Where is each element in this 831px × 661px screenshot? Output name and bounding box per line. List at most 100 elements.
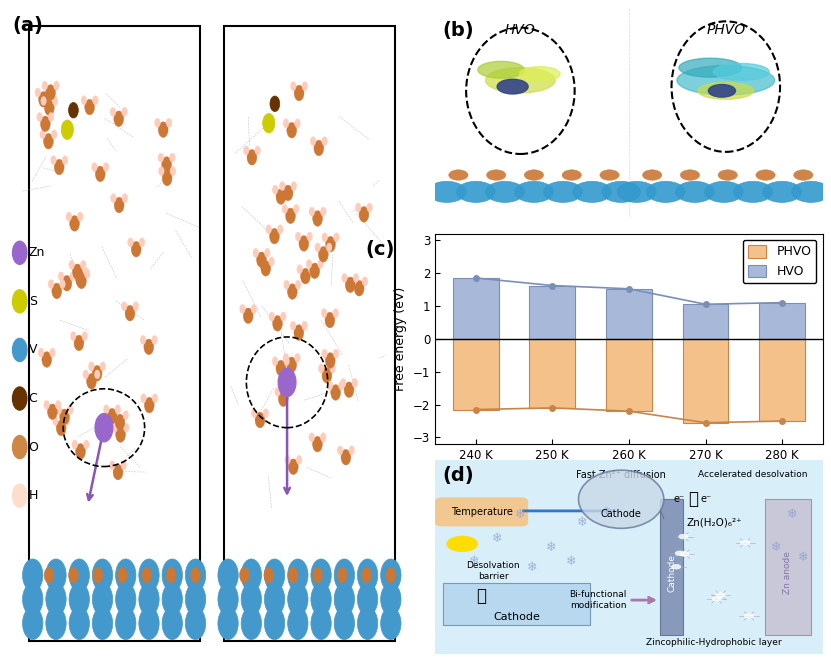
Circle shape [290, 321, 296, 330]
Circle shape [46, 85, 56, 100]
Circle shape [307, 232, 312, 241]
Circle shape [263, 408, 268, 418]
Circle shape [57, 420, 66, 436]
Text: ❄: ❄ [771, 541, 781, 554]
Circle shape [308, 265, 314, 274]
Circle shape [241, 559, 262, 592]
Circle shape [39, 92, 48, 107]
FancyBboxPatch shape [28, 26, 199, 641]
Circle shape [763, 181, 801, 202]
Circle shape [351, 277, 356, 286]
Circle shape [83, 268, 89, 277]
Circle shape [91, 163, 97, 172]
Circle shape [89, 362, 94, 371]
Circle shape [121, 107, 127, 116]
Circle shape [317, 259, 323, 268]
Circle shape [381, 607, 401, 640]
Circle shape [325, 312, 335, 328]
Circle shape [239, 567, 249, 583]
Ellipse shape [713, 63, 770, 80]
Circle shape [112, 423, 118, 432]
Circle shape [162, 607, 183, 640]
Circle shape [264, 567, 273, 583]
Circle shape [295, 232, 301, 241]
Circle shape [131, 241, 141, 257]
Circle shape [680, 552, 689, 557]
Circle shape [273, 315, 283, 331]
Circle shape [322, 137, 327, 145]
Circle shape [116, 607, 136, 640]
Circle shape [72, 264, 82, 280]
Circle shape [322, 368, 332, 383]
Circle shape [283, 357, 289, 366]
Circle shape [72, 268, 77, 277]
Ellipse shape [497, 79, 529, 94]
Circle shape [62, 276, 71, 291]
Circle shape [239, 304, 245, 313]
Circle shape [346, 277, 355, 293]
Circle shape [38, 348, 44, 357]
Circle shape [283, 354, 288, 362]
Circle shape [12, 484, 27, 508]
FancyBboxPatch shape [443, 582, 590, 625]
Circle shape [309, 433, 315, 442]
Text: e⁻: e⁻ [674, 494, 685, 504]
Circle shape [602, 181, 641, 202]
Circle shape [311, 583, 332, 615]
Circle shape [675, 551, 685, 556]
Circle shape [92, 583, 113, 615]
Text: Zn(H₂O)₆²⁺: Zn(H₂O)₆²⁺ [686, 518, 742, 527]
Circle shape [69, 260, 75, 270]
Circle shape [103, 405, 109, 414]
Circle shape [74, 335, 84, 351]
Circle shape [642, 170, 661, 180]
Circle shape [76, 273, 86, 289]
Circle shape [69, 607, 90, 640]
Circle shape [116, 583, 136, 615]
Circle shape [86, 373, 96, 389]
Circle shape [61, 120, 73, 139]
Circle shape [327, 243, 332, 252]
Text: C: C [28, 392, 37, 405]
Circle shape [562, 170, 582, 180]
Circle shape [333, 349, 339, 358]
Circle shape [50, 348, 56, 357]
Circle shape [361, 567, 371, 583]
Circle shape [47, 404, 57, 420]
Circle shape [284, 185, 289, 194]
Bar [682, 304, 729, 339]
Text: ❄: ❄ [786, 508, 797, 522]
Text: Zn: Zn [28, 247, 45, 259]
Text: Accelerated desolvation: Accelerated desolvation [698, 470, 808, 479]
Text: H: H [28, 489, 38, 502]
Circle shape [42, 352, 52, 368]
Circle shape [81, 96, 86, 104]
Text: O: O [28, 441, 38, 453]
Circle shape [142, 567, 151, 583]
Circle shape [56, 405, 61, 414]
Bar [529, 339, 575, 408]
Circle shape [311, 607, 332, 640]
Circle shape [288, 559, 308, 592]
Text: 💡: 💡 [688, 490, 698, 508]
Circle shape [40, 130, 46, 139]
Circle shape [111, 410, 117, 420]
Text: Cathode: Cathode [601, 509, 642, 519]
Circle shape [139, 607, 160, 640]
Circle shape [333, 233, 339, 242]
Circle shape [679, 534, 688, 539]
Circle shape [327, 381, 332, 390]
Circle shape [279, 182, 285, 190]
Circle shape [77, 212, 83, 221]
Circle shape [716, 593, 725, 598]
Circle shape [111, 194, 116, 203]
Circle shape [734, 181, 772, 202]
X-axis label: Temperature (K): Temperature (K) [578, 467, 680, 481]
Circle shape [22, 607, 43, 640]
Circle shape [12, 338, 27, 362]
Circle shape [257, 252, 267, 268]
Circle shape [257, 257, 263, 266]
Circle shape [299, 236, 309, 251]
Circle shape [12, 387, 27, 410]
Circle shape [366, 203, 372, 212]
